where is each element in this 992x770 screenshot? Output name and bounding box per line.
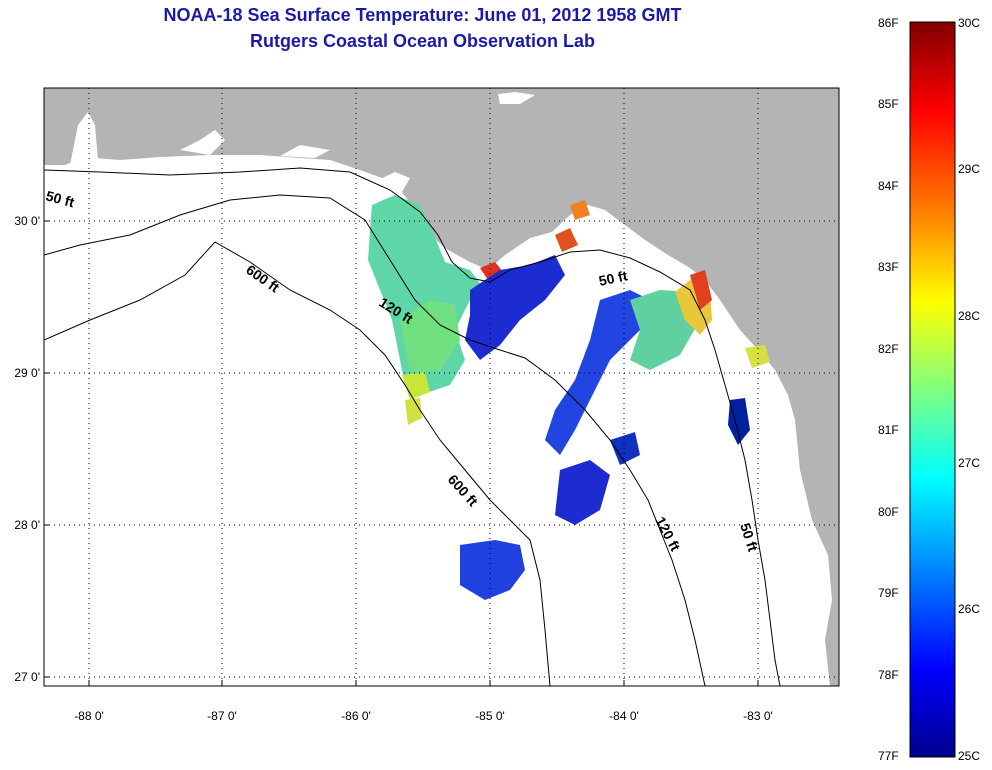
lon-tick-label: -83 0' xyxy=(743,709,773,723)
colorbar-f-label: 82F xyxy=(878,342,899,356)
contour-label-50ft-west: 50 ft xyxy=(44,187,76,210)
lon-tick-label: -84 0' xyxy=(609,709,639,723)
colorbar-f-labels: 86F 85F 84F 83F 82F 81F 80F 79F 78F 77F xyxy=(878,16,899,763)
land-mass xyxy=(44,88,839,686)
colorbar-c-label: 25C xyxy=(958,749,980,763)
colorbar-f-label: 81F xyxy=(878,423,899,437)
lat-tick-label: 28 0' xyxy=(14,518,40,532)
colorbar-f-label: 84F xyxy=(878,179,899,193)
colorbar-f-label: 86F xyxy=(878,16,899,30)
lat-tick-label: 29 0' xyxy=(14,366,40,380)
bay-inlet xyxy=(180,130,225,155)
colorbar-c-label: 28C xyxy=(958,309,980,323)
colorbar-f-label: 85F xyxy=(878,97,899,111)
lon-tick-label: -85 0' xyxy=(475,709,505,723)
colorbar-c-label: 26C xyxy=(958,602,980,616)
map-frame xyxy=(43,87,840,687)
colorbar-f-label: 79F xyxy=(878,586,899,600)
axis-ticks xyxy=(44,220,759,686)
colorbar-f-label: 80F xyxy=(878,505,899,519)
colorbar-f-label: 78F xyxy=(878,668,899,682)
colorbar-c-label: 29C xyxy=(958,162,980,176)
lon-tick-label: -88 0' xyxy=(74,709,104,723)
depth-contour-600ft xyxy=(44,241,551,686)
depth-contour-50ft xyxy=(44,167,781,686)
bay-inlet xyxy=(70,112,98,165)
colorbar xyxy=(909,21,956,758)
contour-label-50ft-east: 50 ft xyxy=(597,267,629,289)
lon-tick-label: -86 0' xyxy=(341,709,371,723)
depth-contour-120ft xyxy=(44,194,706,686)
colorbar-c-label: 30C xyxy=(958,16,980,30)
colorbar-f-label: 77F xyxy=(878,749,899,763)
lat-tick-label: 27 0' xyxy=(14,670,40,684)
lon-tick-label: -87 0' xyxy=(207,709,237,723)
colorbar-c-labels: 30C 29C 28C 27C 26C 25C xyxy=(958,16,980,763)
bay-inlet xyxy=(280,145,330,158)
colorbar-c-label: 27C xyxy=(958,456,980,470)
lat-tick-label: 30 0' xyxy=(14,214,40,228)
map-subtitle: Rutgers Coastal Ocean Observation Lab xyxy=(249,31,596,51)
bay-inlet xyxy=(378,172,410,192)
map-title: NOAA-18 Sea Surface Temperature: June 01… xyxy=(163,5,682,25)
bay-inlet xyxy=(498,92,535,104)
colorbar-f-label: 83F xyxy=(878,260,899,274)
